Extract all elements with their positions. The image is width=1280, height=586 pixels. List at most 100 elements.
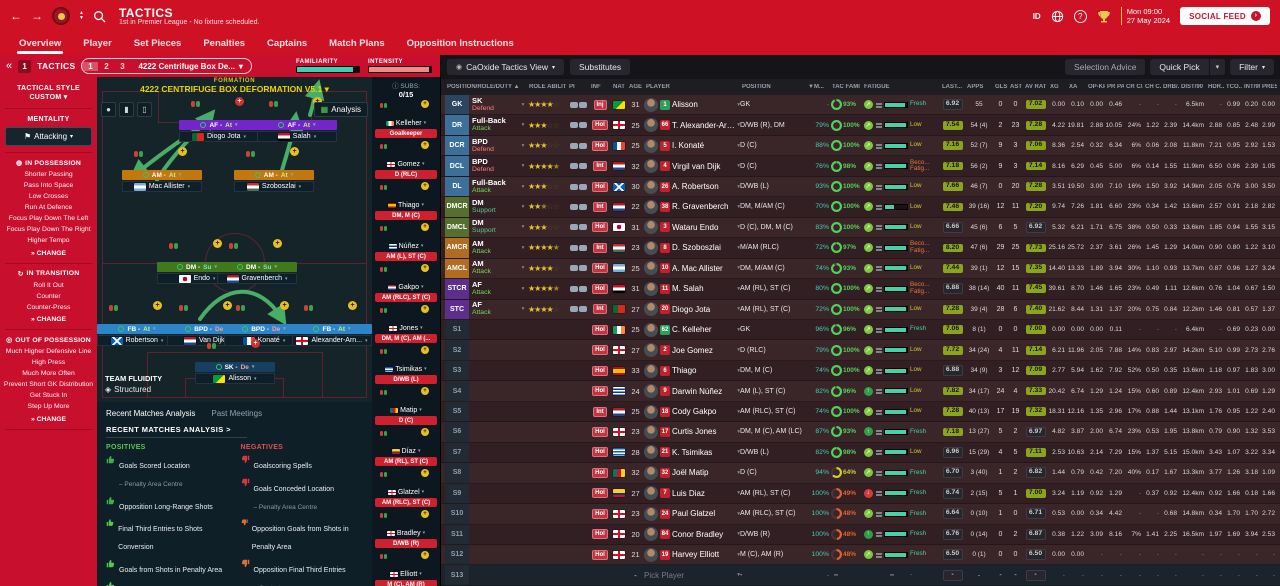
pitch-player-mac-allister[interactable]: + AM - At ▾ Mac Allister ▾	[122, 147, 202, 192]
column-header[interactable]: CR C/A	[1126, 84, 1143, 90]
player-name-bar[interactable]: Salah ▾	[257, 131, 337, 142]
pi-icon[interactable]	[578, 224, 587, 231]
pitch-player-gravenberch[interactable]: + DM - Su ▾ Gravenberch ▾	[217, 239, 297, 284]
player-name-bar[interactable]: Gravenberch ▾	[217, 273, 297, 284]
swap-icon[interactable]: +	[348, 301, 357, 310]
club-crest-icon[interactable]	[52, 7, 70, 25]
analysis-tab-past-meetings[interactable]: Past Meetings	[211, 409, 263, 418]
game-date[interactable]: Mon 09:00 27 May 2024	[1120, 7, 1170, 25]
player-name-bar[interactable]: Diogo Jota ▾	[179, 131, 259, 142]
swap-icon[interactable]: +	[313, 97, 322, 106]
squad-row-virgil-van-dijk[interactable]: DCL BPD Defend ▾ ★ ★ ★ ★ ★ Int 32 4 Virgil van Dijk ▾…	[441, 156, 1280, 177]
column-header[interactable]: AV RAT	[1025, 84, 1047, 90]
squad-row-luis-diaz[interactable]: S9 Hol 27 7 Luis Diaz ▾ AM (RL), ST (C) 100% 49%…	[441, 483, 1280, 505]
bench-player-elliott[interactable]: + Elliott ▾ M (C), AM (R)	[374, 551, 438, 586]
kit-view-icon[interactable]: ▯	[137, 102, 152, 117]
swap-icon[interactable]: +	[421, 100, 429, 108]
club-switcher-icon[interactable]: ▲ ▼	[79, 10, 84, 21]
bench-player-tsimikas[interactable]: + Tsimikas ▾ D/WB (L)	[374, 346, 438, 387]
bench-player-matip[interactable]: + Matip ▾ D (C)	[374, 387, 438, 428]
squad-row-darwin-n-ez[interactable]: S4 Hol 24 9 Darwin Núñez ▾ AM (L), ST (C) 82% 96…	[441, 381, 1280, 402]
change-button[interactable]: » CHANGE	[30, 316, 67, 323]
globe-icon[interactable]	[1051, 10, 1064, 23]
pitch-player-diogo-jota[interactable]: + AF - At ▾ Diogo Jota ▾	[179, 97, 259, 142]
tactic-preset-dropdown[interactable]: 4222 Centrifuge Box De... ▾	[138, 61, 243, 71]
squad-row-d-szoboszlai[interactable]: AMCR AM Attack ▾ ★ ★ ★ ★ ★ Int 23 8 D. Szoboszlai ▾ M/…	[441, 238, 1280, 259]
squad-row-thiago[interactable]: S3 Hol 33 6 Thiago ▾ DM, M (C) 74% 100% ↗ Low 6.88 3…	[441, 360, 1280, 382]
pitch-player-szoboszlai[interactable]: + AM - At ▾ Szoboszlai ▾	[234, 147, 314, 192]
analysis-heading[interactable]: RECENT MATCHES ANALYSIS >	[106, 425, 248, 438]
tab-set-pieces[interactable]: Set Pieces	[133, 38, 182, 49]
squad-row-r-gravenberch[interactable]: DMCR DM Support ▾ ★ ★ ★ ☆ ☆ Int 22 38 R. Gravenberch…	[441, 197, 1280, 218]
column-header[interactable]: AGE	[629, 84, 643, 90]
bench-player-n-ez[interactable]: + Núñez ▾ AM (L), ST (C)	[374, 223, 438, 264]
squad-row-jo-l-matip[interactable]: S8 Hol 32 32 Joël Matip ▾ D (C) 94% 64% ↗ Fresh 6.7…	[441, 463, 1280, 484]
analysis-button[interactable]: ▦ Analysis	[313, 102, 368, 117]
tactic-slot-3[interactable]: 3	[120, 61, 125, 71]
column-header[interactable]: GLS	[995, 84, 1008, 90]
tab-penalties[interactable]: Penalties	[203, 38, 246, 49]
player-name-bar[interactable]: Mac Allister ▾	[122, 181, 202, 192]
swap-icon[interactable]: +	[290, 147, 299, 156]
swap-icon[interactable]: +	[421, 469, 429, 477]
column-header[interactable]: INT/90	[1244, 84, 1260, 90]
bench-player-d-az[interactable]: + Díaz ▾ AM (RL), ST (C)	[374, 428, 438, 469]
column-header[interactable]: ROLE ABILITY	[529, 84, 567, 90]
pi-icon[interactable]	[569, 122, 578, 129]
squad-row-t-alexander-arnold[interactable]: DR Full-Back Attack ▾ ★ ★ ★ ☆ ☆ Hol 25 66 T. Alexand…	[441, 115, 1280, 136]
forward-icon[interactable]: →	[31, 9, 43, 23]
change-button[interactable]: » CHANGE	[30, 249, 67, 257]
injury-icon[interactable]: +	[251, 339, 260, 348]
change-button[interactable]: » CHANGE	[30, 415, 67, 423]
column-header[interactable]: PLAYER	[646, 84, 670, 90]
filter-dropdown[interactable]: Filter ▾	[1230, 59, 1274, 75]
squad-row-k-tsimikas[interactable]: S7 Hol 28 21 K. Tsimikas ▾ D/WB (L) 82% 98% ↗ Low 6…	[441, 442, 1280, 464]
substitutes-button[interactable]: Substitutes	[570, 59, 631, 75]
pi-icon[interactable]	[578, 142, 587, 149]
column-header[interactable]: HDR...	[1208, 84, 1224, 90]
squad-row-i-konat-[interactable]: DCR BPD Defend ▾ ★ ★ ★ ☆ ☆ Hol 25 5 I. Konaté ▾ D (C) 8…	[441, 135, 1280, 157]
tab-match-plans[interactable]: Match Plans	[329, 38, 385, 49]
column-header[interactable]: NAT	[613, 84, 625, 90]
pi-icon[interactable]	[569, 285, 578, 292]
pi-icon[interactable]	[569, 183, 578, 190]
squad-row-m-salah[interactable]: STCR AF Attack ▾ ★ ★ ★ ★ ★ Hol 31 11 M. Salah ▾ AM (RL…	[441, 279, 1280, 300]
tactic-slot-2[interactable]: 2	[104, 61, 109, 71]
squad-row-cody-gakpo[interactable]: S5 Int 25 18 Cody Gakpo ▾ AM (RLC), ST (C) 74% 1…	[441, 401, 1280, 423]
mentality-dropdown[interactable]: ⚑ Attacking ▾	[5, 127, 92, 146]
bench-player-thiago[interactable]: + Thiago ▾ DM, M (C)	[374, 182, 438, 223]
formation-name-dropdown[interactable]: 4222 CENTRIFUGE BOX DEFORMATION V5.1 ▾	[140, 84, 329, 94]
tactical-style-dropdown[interactable]: CUSTOM ▾	[29, 94, 68, 101]
role-duty-bar[interactable]: AF - At ▾	[257, 120, 337, 130]
pi-icon[interactable]	[578, 101, 587, 108]
view-dropdown[interactable]: ◉ CaOxide Tactics View ▾	[447, 59, 565, 75]
swap-icon[interactable]: +	[213, 239, 222, 248]
swap-icon[interactable]: +	[421, 141, 429, 149]
swap-icon[interactable]: +	[421, 428, 429, 436]
column-header[interactable]: XG	[1050, 84, 1059, 90]
column-header[interactable]: APPS	[967, 84, 984, 90]
swap-icon[interactable]: +	[421, 551, 429, 559]
swap-icon[interactable]: +	[421, 223, 429, 231]
pitch-player-robertson[interactable]: + FB - At ▾ Robertson ▾	[97, 301, 177, 346]
role-duty-bar[interactable]: AF - At ▾	[179, 120, 259, 130]
column-header[interactable]: CH C...	[1145, 84, 1161, 90]
help-icon[interactable]: ?	[1073, 9, 1087, 23]
pi-icon[interactable]	[578, 122, 587, 129]
player-name-bar[interactable]: Alisson ▾	[195, 373, 275, 384]
column-header[interactable]: INF	[591, 84, 601, 90]
column-header[interactable]: POSITION	[742, 84, 771, 90]
column-header[interactable]: XA	[1069, 84, 1078, 90]
player-name-bar[interactable]: Alexander-Arn... ▾	[292, 335, 372, 346]
squad-row-a-robertson[interactable]: DL Full-Back Attack ▾ ★ ★ ★ ☆ ☆ Hol 30 26 A. Roberts…	[441, 176, 1280, 198]
player-name-bar[interactable]: Szoboszlai ▾	[234, 181, 314, 192]
pitch-player-alexander-arn-[interactable]: + FB - At ▾ Alexander-Arn... ▾	[292, 301, 372, 346]
pi-icon[interactable]	[578, 244, 587, 251]
column-header[interactable]: DRB/...	[1163, 84, 1179, 90]
role-duty-bar[interactable]: DM - Su ▾	[217, 262, 297, 272]
bench-player-kelleher[interactable]: + Kelleher ▾ Goalkeeper	[374, 100, 438, 141]
pi-icon[interactable]	[569, 244, 578, 251]
role-duty-bar[interactable]: SK - De ▾	[195, 362, 275, 372]
role-duty-bar[interactable]: AM - At ▾	[122, 170, 202, 180]
pi-icon[interactable]	[578, 306, 587, 313]
